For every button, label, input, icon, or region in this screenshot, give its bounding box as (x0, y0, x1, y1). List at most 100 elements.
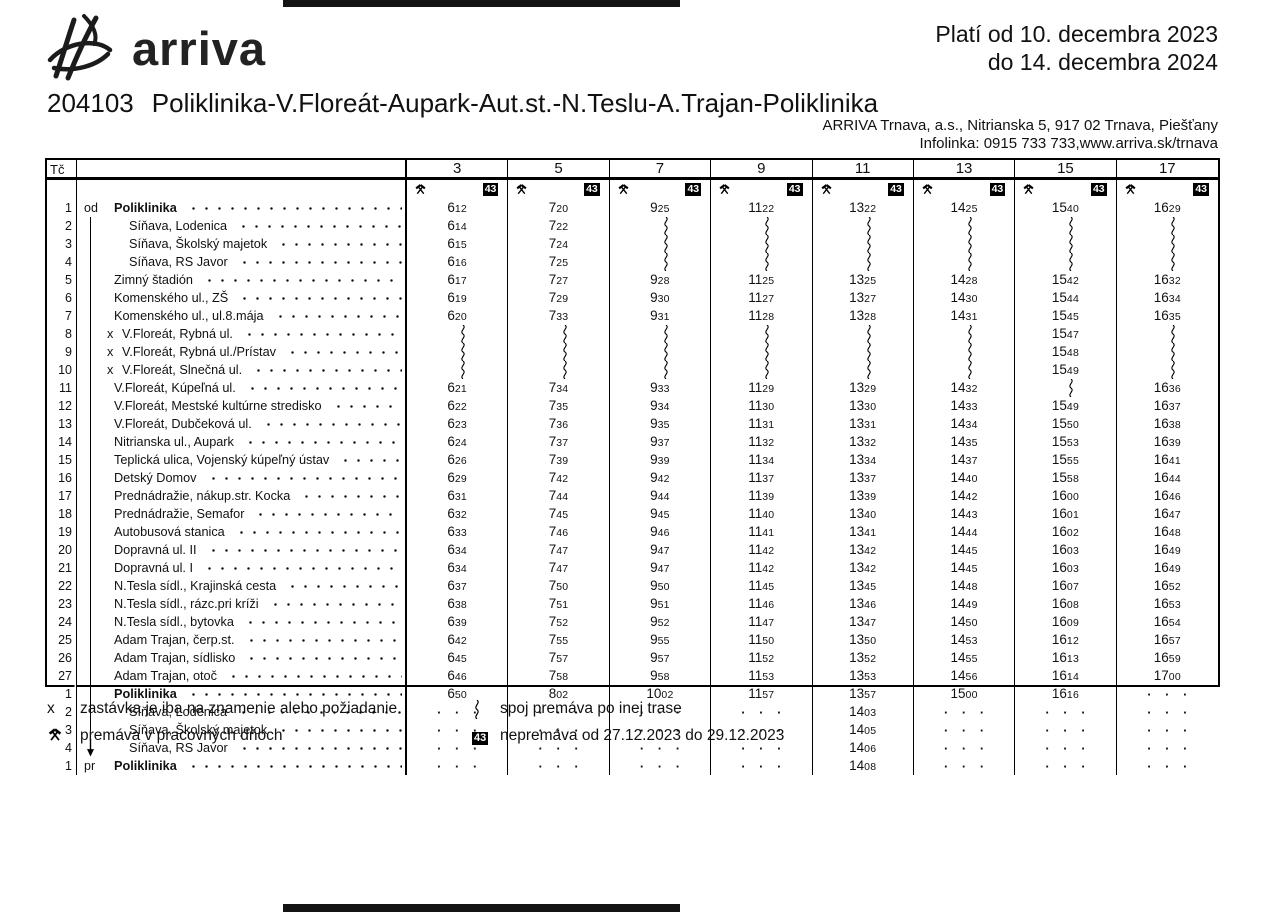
timetable-body: 1 od Poliklinika 612 720 925 1122 1322 1425 15… (47, 199, 1218, 775)
time-value: 1603 (1051, 560, 1079, 575)
time-cell: 1602 (1015, 523, 1117, 541)
no-service-dots: · · · (741, 740, 787, 756)
route-name: Poliklinika-V.Floreát-Aupark-Aut.st.-N.T… (151, 88, 879, 118)
time-cell: 1632 (1117, 271, 1218, 289)
stop-cell: Adam Trajan, sídlisko (77, 649, 407, 667)
timetable-row: 24 N.Tesla sídl., bytovka 639 752 952 1147 1… (47, 613, 1218, 631)
stop-cell: x V.Floreát, Rybná ul. (77, 325, 407, 343)
legend-workdays-icon (47, 727, 80, 748)
timetable-row: 18 Prednádražie, Semafor 632 745 945 1140 13… (47, 505, 1218, 523)
time-cell: 1328 (813, 307, 914, 325)
legend-workdays-text: premáva v pracovných dňoch (80, 727, 283, 744)
time-cell (407, 361, 509, 379)
stop-cell: Síňava, Školský majetok (77, 235, 407, 253)
time-cell: · · · (407, 757, 509, 775)
time-value: 614 (447, 218, 467, 233)
timetable-row: 10 x V.Floreát, Slnečná ul. 1549 (47, 361, 1218, 379)
tc-number: 12 (47, 397, 77, 415)
legend-badge: 43 (472, 732, 489, 745)
time-value: 1548 (1051, 344, 1079, 359)
time-cell: 933 (610, 379, 712, 397)
timetable-row: 22 N.Tesla sídl., Krajinská cesta 637 750… (47, 577, 1218, 595)
time-value: 1141 (748, 524, 775, 539)
company-address: ARRIVA Trnava, a.s., Nitrianska 5, 917 0… (822, 117, 1218, 134)
time-value: 1616 (1051, 686, 1079, 701)
time-value: 1455 (950, 650, 978, 665)
time-cell: 747 (508, 541, 610, 559)
stop-name: V.Floreát, Mestské kultúrne stredisko (114, 399, 322, 413)
time-value: 646 (447, 668, 467, 683)
dotted-leader (297, 487, 402, 505)
other-route-squiggle-icon (649, 325, 671, 343)
time-value: 1332 (849, 434, 877, 449)
no-service-dots: · · · (943, 740, 990, 756)
tc-number: 20 (47, 541, 77, 559)
other-route-squiggle-icon (750, 361, 772, 379)
time-value: 1440 (950, 470, 978, 485)
stop-cell: Teplická ulica, Vojenský kúpeľný ústav (77, 451, 407, 469)
time-value: 1142 (748, 542, 775, 557)
time-cell: 724 (508, 235, 610, 253)
time-cell: 722 (508, 217, 610, 235)
time-value: 1634 (1153, 290, 1181, 305)
time-value: 1639 (1153, 434, 1181, 449)
time-value: 1449 (950, 596, 978, 611)
no-service-dots: · · · (1045, 758, 1091, 774)
tc-number: 10 (47, 361, 77, 379)
time-value: 1602 (1051, 524, 1079, 539)
note-43-badge: 43 (888, 182, 904, 196)
time-cell: · · · (508, 721, 610, 739)
stop-name: Teplická ulica, Vojenský kúpeľný ústav (114, 453, 330, 467)
stop-cell: Autobusová stanica (77, 523, 407, 541)
time-value: 1613 (1051, 650, 1079, 665)
other-route-squiggle-icon (852, 325, 874, 343)
time-cell: 750 (508, 577, 610, 595)
time-value: 933 (650, 380, 670, 395)
time-cell: 1146 (711, 595, 813, 613)
stop-name: Síňava, Školský majetok (129, 723, 268, 737)
time-cell: 622 (407, 397, 509, 415)
time-value: 1603 (1051, 542, 1079, 557)
dotted-leader (235, 289, 402, 307)
time-value: 1652 (1153, 578, 1181, 593)
route-line (90, 325, 91, 343)
other-route-squiggle-icon (953, 343, 975, 361)
time-cell: 744 (508, 487, 610, 505)
time-cell (813, 343, 914, 361)
note-43-badge: 43 (482, 182, 499, 196)
other-route-squiggle-icon (548, 361, 570, 379)
time-cell (610, 361, 712, 379)
time-value: 1347 (849, 614, 877, 629)
tc-number: 1 (47, 757, 77, 775)
dotted-leader (183, 757, 402, 775)
time-cell: 1657 (1117, 631, 1218, 649)
crossed-hammers-icon (1023, 184, 1034, 195)
course-number-header: 17 (1158, 160, 1176, 177)
timetable-row: 3 Síňava, Školský majetok 615 724 (47, 235, 1218, 253)
route-line (90, 397, 91, 415)
no-service-dots: · · · (639, 758, 686, 774)
time-cell: 1603 (1015, 559, 1117, 577)
tc-number: 14 (47, 433, 77, 451)
time-cell: 1548 (1015, 343, 1117, 361)
time-cell: 634 (407, 559, 509, 577)
stop-name: Komenského ul., ZŠ (114, 291, 229, 305)
time-value: 1153 (748, 668, 775, 683)
other-route-squiggle-icon (649, 343, 671, 361)
other-route-squiggle-icon (750, 217, 772, 235)
route-line (90, 487, 91, 505)
timetable-row: 12 V.Floreát, Mestské kultúrne stredisko… (47, 397, 1218, 415)
other-route-squiggle-icon (852, 217, 874, 235)
time-cell: 934 (610, 397, 712, 415)
time-cell: 1613 (1015, 649, 1117, 667)
time-cell: 1345 (813, 577, 914, 595)
time-value: 1443 (950, 506, 978, 521)
timetable-row: 11 V.Floreát, Kúpeľná ul. 621 734 933 1129 1… (47, 379, 1218, 397)
tc-number: 17 (47, 487, 77, 505)
legend-x-symbol: x (47, 700, 55, 717)
time-value: 1002 (646, 686, 674, 701)
time-cell: 1403 (813, 703, 914, 721)
time-value: 744 (548, 488, 569, 503)
no-service-dots: · · · (1045, 740, 1091, 756)
legend-squiggle-icon (472, 699, 500, 724)
